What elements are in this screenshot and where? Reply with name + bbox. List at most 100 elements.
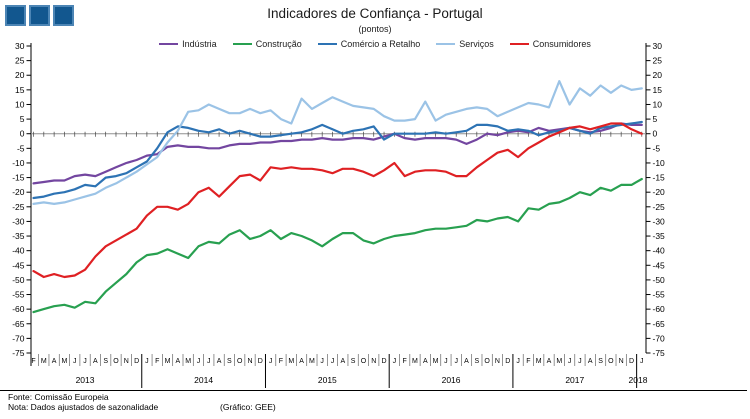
y-axis-label-left: -20 [12, 187, 25, 197]
y-axis-label-left: -45 [12, 260, 25, 270]
month-label: A [588, 358, 593, 365]
month-label: M [41, 358, 47, 365]
legend-item-4: Consumidores [509, 39, 591, 49]
seasonality-note: Nota: Dados ajustados de sazonalidade [8, 402, 159, 412]
series-line-0 [32, 122, 643, 185]
legend-swatch-icon [317, 42, 337, 46]
month-label: N [495, 358, 500, 365]
month-label: S [103, 358, 108, 365]
y-axis-label-right: -30 [653, 216, 666, 226]
y-axis-label-left: -25 [12, 202, 25, 212]
y-axis-label-right: 0 [653, 129, 658, 139]
month-label: J [83, 358, 87, 365]
month-label: O [113, 358, 119, 365]
month-label: A [340, 358, 345, 365]
legend-item-1: Construção [232, 39, 302, 49]
month-label: J [197, 358, 201, 365]
y-axis-label-left: 10 [15, 99, 25, 109]
legend: Indústria Construção Comércio a Retalho Ser… [0, 39, 750, 49]
y-axis-label-left: -60 [12, 304, 25, 314]
y-axis-label-left: -30 [12, 216, 25, 226]
month-label: J [331, 358, 335, 365]
y-axis-label-right: -40 [653, 246, 666, 256]
month-label: F [403, 358, 407, 365]
y-axis-label-left: -50 [12, 275, 25, 285]
month-label: J [269, 358, 273, 365]
year-label: 2017 [565, 375, 584, 385]
month-label: N [371, 358, 376, 365]
month-label: F [155, 358, 159, 365]
y-axis-label-right: 15 [653, 85, 663, 95]
month-label: M [536, 358, 542, 365]
y-axis-label-left: -10 [12, 158, 25, 168]
y-axis-label-right: 20 [653, 70, 663, 80]
year-label: 2016 [442, 375, 461, 385]
y-axis-label-left: -65 [12, 319, 25, 329]
month-label: A [423, 358, 428, 365]
month-label: S [227, 358, 232, 365]
legend-label: Consumidores [532, 39, 591, 49]
year-label: 2015 [318, 375, 337, 385]
y-axis-label-left: 15 [15, 85, 25, 95]
month-label: J [320, 358, 324, 365]
month-label: J [393, 358, 397, 365]
logo-square [5, 5, 26, 26]
year-label: 2018 [629, 375, 648, 385]
series-line-1 [32, 177, 643, 314]
y-axis-label-right: -60 [653, 304, 666, 314]
month-label: J [578, 358, 582, 365]
y-axis-label-left: 0 [20, 129, 25, 139]
series-line-2 [32, 120, 643, 200]
y-axis-label-left: -5 [17, 143, 25, 153]
month-label: D [505, 358, 510, 365]
legend-item-3: Serviços [436, 39, 494, 49]
footer-divider [0, 390, 747, 391]
y-axis-label-left: -15 [12, 173, 25, 183]
month-label: M [433, 358, 439, 365]
y-axis-label-right: -35 [653, 231, 666, 241]
month-label: M [412, 358, 418, 365]
month-label: J [568, 358, 572, 365]
legend-item-2: Comércio a Retalho [317, 39, 420, 49]
y-axis-label-right: 5 [653, 114, 658, 124]
y-axis-label-right: -10 [653, 158, 666, 168]
month-label: J [444, 358, 448, 365]
y-axis-label-right: 10 [653, 99, 663, 109]
legend-label: Indústria [182, 39, 217, 49]
y-axis-label-left: 30 [15, 41, 25, 51]
month-label: J [207, 358, 211, 365]
month-label: F [279, 358, 283, 365]
month-label: A [299, 358, 304, 365]
month-label: A [547, 358, 552, 365]
series-line-3 [32, 79, 643, 205]
month-label: A [464, 358, 469, 365]
legend-swatch-icon [159, 42, 179, 46]
series-line-4 [32, 122, 643, 279]
y-axis-label-right: -20 [653, 187, 666, 197]
month-label: D [629, 358, 634, 365]
month-label: F [526, 358, 530, 365]
month-label: S [351, 358, 356, 365]
month-label: D [134, 358, 139, 365]
month-label: D [258, 358, 263, 365]
month-label: O [608, 358, 614, 365]
month-label: J [73, 358, 77, 365]
y-axis-label-left: -40 [12, 246, 25, 256]
y-axis-label-right: -45 [653, 260, 666, 270]
y-axis-label-left: 25 [15, 56, 25, 66]
y-axis-label-right: -65 [653, 319, 666, 329]
month-label: O [361, 358, 367, 365]
month-label: A [176, 358, 181, 365]
month-label: S [474, 358, 479, 365]
month-label: J [145, 358, 149, 365]
y-axis-label-right: -55 [653, 290, 666, 300]
y-axis-label-right: -70 [653, 333, 666, 343]
y-axis-label-left: 20 [15, 70, 25, 80]
month-label: O [237, 358, 243, 365]
month-label: M [185, 358, 191, 365]
y-axis-label-right: -75 [653, 348, 666, 358]
month-label: M [62, 358, 68, 365]
logo-square [53, 5, 74, 26]
